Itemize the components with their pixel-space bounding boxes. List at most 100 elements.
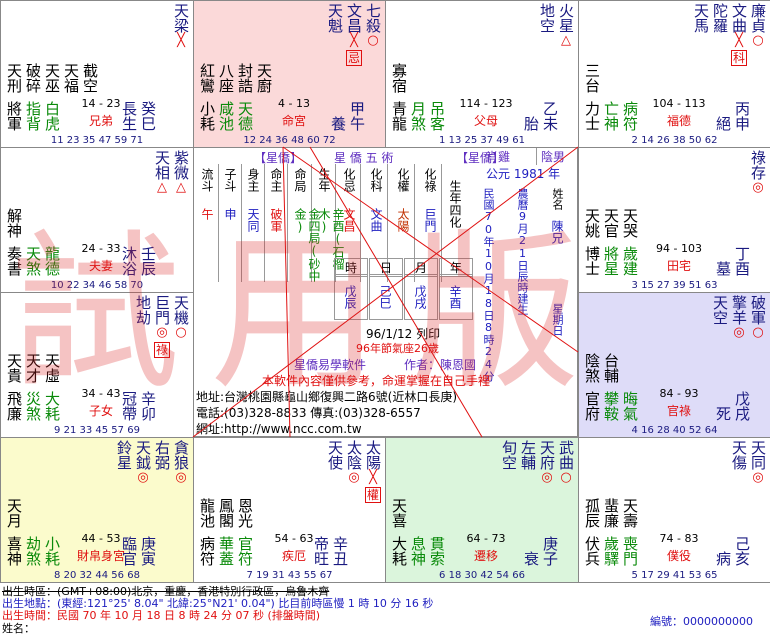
star-name: 天機 xyxy=(172,295,190,325)
life-stage: 養 xyxy=(329,116,347,131)
minor-star: 解神 xyxy=(5,208,23,238)
star-name: 左輔 xyxy=(519,440,537,470)
god-star: 歲建 xyxy=(621,246,639,276)
stem: 庚寅 xyxy=(139,536,157,566)
minor-star: 天廚 xyxy=(255,63,273,93)
minor-star: 台輔 xyxy=(602,353,620,383)
minor-star: 天巫 xyxy=(43,63,61,93)
star-column: 天府 ◎ xyxy=(538,440,556,486)
star-name: 太陰 xyxy=(345,440,363,470)
column-value: 太陽 xyxy=(396,208,410,232)
stem-branch: 沐浴 壬辰 xyxy=(120,246,190,276)
life-stage: 墓 xyxy=(714,261,732,276)
minor-star: 三台 xyxy=(583,63,601,93)
star-column: 擎羊 ◎ xyxy=(730,295,748,341)
stem: 庚子 xyxy=(541,536,559,566)
god-star: 博士 xyxy=(583,246,601,276)
minor-star: 紅鸞 xyxy=(198,63,216,93)
column-value: 破軍 xyxy=(269,208,283,232)
author: 作者：陳恩國 xyxy=(404,358,477,372)
column-head: 化祿 xyxy=(423,168,437,192)
column-head: 化權 xyxy=(396,168,410,192)
god-star: 亡神 xyxy=(602,101,620,131)
palace: 火星 △ 地空 寡宿 青龍 月煞 吊客 114 - 123 父母胎乙未 1 13 25 37 49… xyxy=(385,0,579,148)
palace: 天梁 ╳ 天刑 破碎 天巫 天福 截空 將軍 指背 白虎 14 - 23 兄弟 長生 癸巳 11 23 35… xyxy=(0,0,194,148)
column-head: 生年 xyxy=(317,168,331,192)
minor-stars: 天喜 xyxy=(390,498,408,528)
palace: 貪狼 ◎ 右弼 天鉞 ◎ 鈴星 天月 喜神 劫煞 小耗 44 - 53 財帛身宮 臨官 庚寅 8 20 32… xyxy=(0,437,194,583)
god-star: 青龍 xyxy=(390,101,408,131)
minor-stars: 天月 xyxy=(5,498,23,528)
address: 地址:台灣桃園縣龜山鄉復興二路6號(近林口長庚) xyxy=(196,390,458,404)
pillar-value: 己巳 xyxy=(369,274,403,320)
star-column: 右弼 xyxy=(153,440,171,486)
minor-stars: 天姚 天官 天哭 xyxy=(583,208,639,238)
god-star: 歲驛 xyxy=(602,536,620,566)
pillar-value: 戊辰 xyxy=(334,274,368,320)
minor-star: 天姚 xyxy=(583,208,601,238)
minor-stars: 三台 xyxy=(583,63,601,93)
star-mark: ○ xyxy=(560,470,572,485)
star-column: 天梁 ╳ xyxy=(172,3,190,49)
god-star: 將軍 xyxy=(5,101,23,131)
star-column: 天魁 xyxy=(326,3,344,66)
minor-stars: 解神 xyxy=(5,208,23,238)
age-range: 44 - 53 xyxy=(81,532,121,545)
god-star: 晦氣 xyxy=(621,391,639,421)
palace-name: 疾厄 xyxy=(281,549,306,563)
year-list: 10 22 34 46 58 70 xyxy=(50,280,144,291)
palace-name: 子女 xyxy=(88,404,113,418)
palace: 紫微 △ 天相 △ 解神 奏書 天煞 龍德 24 - 33 夫妻 沐浴 壬辰 10 22 34 46 5… xyxy=(0,147,194,293)
star-column: 紫微 △ xyxy=(172,150,190,196)
stem: 癸巳 xyxy=(139,101,157,131)
star-transform: 忌 xyxy=(345,50,362,66)
minor-star: 天福 xyxy=(62,63,80,93)
age-range: 104 - 113 xyxy=(652,97,706,110)
stem: 丁酉 xyxy=(733,246,751,276)
life-stage: 帝旺 xyxy=(312,536,330,566)
star-name: 天同 xyxy=(749,440,767,470)
birth-time: 出生時間：民國 70 年 10 月 18 日 8 時 24 分 07 秒 (排盤… xyxy=(2,609,321,622)
main-stars: 祿存 ◎ xyxy=(749,150,767,196)
gods: 博士 將星 歲建 xyxy=(583,246,639,276)
god-star: 息神 xyxy=(409,536,427,566)
gods: 喜神 劫煞 小耗 xyxy=(5,536,61,566)
life-stage: 臨官 xyxy=(120,536,138,566)
star-column: 地空 xyxy=(538,3,556,49)
palace-name: 父母 xyxy=(473,114,498,128)
center-panel: 【星僑】星 僑 五 術【星僑】 肖雞 陰男 公元 1981 年流斗午子斗申身主 天同 命主… xyxy=(193,147,578,437)
star-mark: ○ xyxy=(367,33,379,48)
minor-stars: 陰煞 台輔 xyxy=(583,353,620,383)
column-head: 命局 xyxy=(293,168,307,192)
minor-star: 破碎 xyxy=(24,63,42,93)
footer: 出生時區：(GMT+08:00)北京，重慶，香港特別行政區，烏魯木齊 出生地點：(… xyxy=(0,582,770,635)
minor-stars: 孤辰 蜚廉 天壽 xyxy=(583,498,639,528)
palace: 天同 ◎ 天傷 孤辰 蜚廉 天壽 伏兵 歲驛 喪門 74 - 83 僕役病己亥 5 17 29 41 … xyxy=(578,437,770,583)
minor-star: 天刑 xyxy=(5,63,23,93)
god-star: 天德 xyxy=(236,101,254,131)
god-star: 華蓋 xyxy=(217,536,235,566)
pillar-value: 戊戌 xyxy=(404,274,438,320)
star-column: 文曲 ╳ 科 xyxy=(730,3,748,66)
stem: 壬辰 xyxy=(139,246,157,276)
lunar-date: 農曆9月21日辰時建生 xyxy=(516,188,529,315)
star-mark: ╳ xyxy=(735,33,743,48)
star-column: 天機 ○ xyxy=(172,295,190,358)
star-column: 廉貞 ○ xyxy=(749,3,767,66)
star-column: 文昌 ╳ 忌 xyxy=(345,3,363,66)
star-name: 破軍 xyxy=(749,295,767,325)
star-mark: ○ xyxy=(175,325,187,340)
god-star: 喪門 xyxy=(621,536,639,566)
star-name: 火星 xyxy=(557,3,575,33)
life-stage: 病 xyxy=(714,551,732,566)
column-value: 申 xyxy=(223,208,237,220)
column-value: 文曲 xyxy=(369,208,383,232)
minor-star: 龍池 xyxy=(198,498,216,528)
main-stars: 七殺 ○ 文昌 ╳ 忌天魁 xyxy=(326,3,382,66)
minor-stars: 紅鸞 八座 封誥 天廚 xyxy=(198,63,273,93)
age-range: 14 - 23 xyxy=(81,97,121,110)
god-star: 飛廉 xyxy=(5,391,23,421)
star-name: 廉貞 xyxy=(749,3,767,33)
minor-star: 孤辰 xyxy=(583,498,601,528)
